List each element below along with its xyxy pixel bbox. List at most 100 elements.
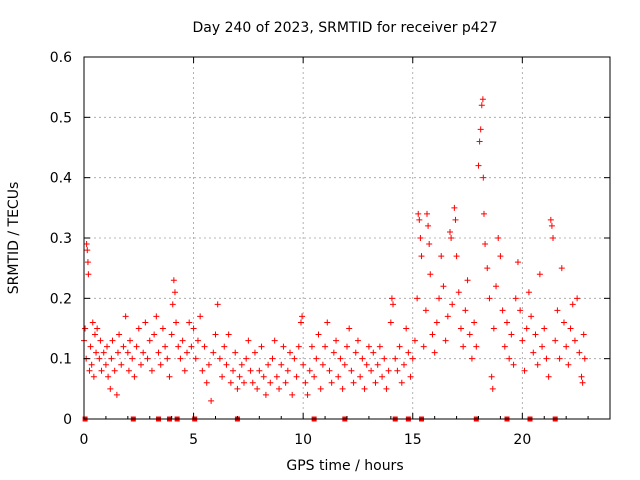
x-tick-label: 20 bbox=[513, 432, 531, 448]
data-point bbox=[326, 367, 333, 374]
data-point bbox=[457, 325, 464, 332]
data-point bbox=[271, 337, 278, 344]
data-point bbox=[354, 337, 361, 344]
data-point bbox=[125, 367, 132, 374]
data-point bbox=[497, 253, 504, 260]
data-point bbox=[455, 289, 462, 296]
data-point bbox=[363, 361, 370, 368]
data-point bbox=[89, 319, 96, 326]
data-point bbox=[135, 325, 142, 332]
data-point bbox=[479, 96, 486, 103]
data-point bbox=[104, 343, 111, 350]
data-point bbox=[556, 355, 563, 362]
data-point bbox=[86, 367, 93, 374]
data-point bbox=[199, 367, 206, 374]
data-point bbox=[452, 216, 459, 223]
data-point bbox=[247, 367, 254, 374]
data-point bbox=[280, 343, 287, 350]
data-point bbox=[315, 331, 322, 338]
data-point bbox=[433, 319, 440, 326]
data-point bbox=[223, 361, 230, 368]
data-point bbox=[495, 235, 502, 241]
data-point bbox=[576, 349, 583, 356]
data-point bbox=[460, 343, 467, 350]
data-point bbox=[426, 241, 433, 248]
data-point bbox=[131, 373, 138, 380]
data-point bbox=[405, 349, 412, 356]
data-point bbox=[352, 349, 359, 356]
data-point bbox=[146, 337, 153, 344]
data-point bbox=[98, 367, 105, 374]
data-points bbox=[81, 96, 588, 422]
data-point bbox=[514, 259, 521, 266]
data-point bbox=[335, 373, 342, 380]
data-point bbox=[579, 379, 586, 386]
data-point bbox=[254, 385, 261, 392]
data-point bbox=[144, 355, 151, 362]
data-point bbox=[416, 216, 423, 223]
data-point bbox=[284, 367, 291, 374]
data-point bbox=[124, 349, 131, 356]
data-point bbox=[558, 265, 565, 272]
data-point bbox=[473, 343, 480, 350]
data-point bbox=[162, 343, 169, 350]
data-point bbox=[278, 361, 285, 368]
data-point bbox=[464, 277, 471, 284]
data-point bbox=[113, 391, 120, 398]
data-point bbox=[536, 271, 543, 278]
data-point bbox=[319, 361, 326, 368]
data-point bbox=[560, 319, 567, 326]
y-tick-label: 0.2 bbox=[50, 291, 72, 307]
y-tick-label: 0.3 bbox=[50, 231, 72, 247]
data-point bbox=[249, 379, 256, 386]
data-point bbox=[374, 361, 381, 368]
data-point bbox=[392, 355, 399, 362]
data-point bbox=[490, 325, 497, 332]
data-point bbox=[530, 349, 537, 356]
data-point bbox=[230, 367, 237, 374]
data-point bbox=[440, 283, 447, 290]
data-point bbox=[177, 355, 184, 362]
data-point bbox=[118, 361, 125, 368]
data-point bbox=[324, 319, 331, 326]
data-point bbox=[580, 331, 587, 338]
data-point bbox=[102, 361, 109, 368]
data-point bbox=[348, 367, 355, 374]
data-point bbox=[304, 391, 311, 398]
data-point bbox=[532, 331, 539, 338]
data-point bbox=[381, 355, 388, 362]
data-point bbox=[201, 343, 208, 350]
data-point bbox=[478, 102, 485, 109]
data-point bbox=[289, 391, 296, 398]
data-point bbox=[96, 355, 103, 362]
data-point bbox=[431, 349, 438, 356]
data-point bbox=[417, 235, 424, 241]
data-point bbox=[425, 222, 432, 229]
data-point bbox=[429, 331, 436, 338]
data-point bbox=[499, 307, 506, 314]
data-point bbox=[403, 325, 410, 332]
data-point bbox=[90, 373, 97, 380]
data-point bbox=[93, 349, 100, 356]
data-point bbox=[525, 289, 532, 296]
data-point bbox=[339, 385, 346, 392]
y-tick-label: 0 bbox=[63, 412, 72, 428]
data-point bbox=[311, 373, 318, 380]
data-point bbox=[197, 313, 204, 320]
data-point bbox=[192, 355, 199, 362]
y-tick-label: 0.1 bbox=[50, 352, 72, 368]
data-point bbox=[359, 355, 366, 362]
data-point bbox=[322, 343, 329, 350]
data-point bbox=[153, 313, 160, 320]
data-point bbox=[411, 337, 418, 344]
data-point bbox=[394, 367, 401, 374]
data-point bbox=[370, 349, 377, 356]
data-point bbox=[519, 337, 526, 344]
data-point bbox=[148, 367, 155, 374]
data-point bbox=[350, 379, 357, 386]
data-point bbox=[116, 331, 123, 338]
data-point bbox=[415, 210, 422, 217]
data-point bbox=[219, 373, 226, 380]
data-point bbox=[159, 325, 166, 332]
